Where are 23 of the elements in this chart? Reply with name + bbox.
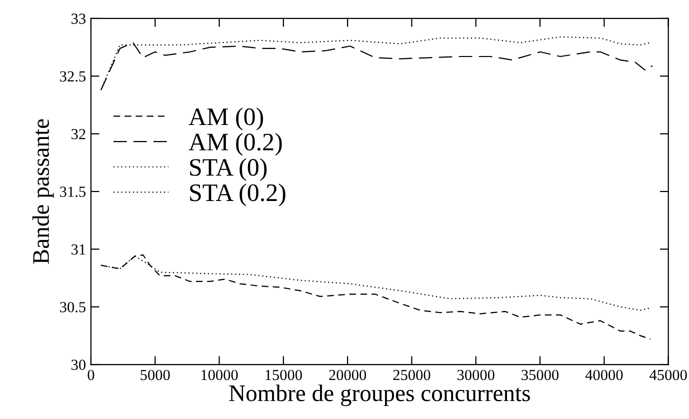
x-tick-label: 0	[88, 370, 94, 380]
legend-label: STA (0.2)	[190, 184, 286, 206]
x-tick-label: 35000	[522, 370, 559, 380]
y-tick-label: 30.5	[60, 302, 86, 312]
x-axis-title: Nombre de groupes concurrents	[229, 384, 530, 406]
legend-label: AM (0)	[188, 108, 264, 130]
y-tick-label: 32	[72, 128, 86, 140]
y-tick-label: 32.5	[60, 71, 86, 82]
y-tick-label: 31	[72, 244, 86, 255]
x-tick-label: 10000	[202, 370, 238, 380]
legend-label: AM (0.2)	[188, 132, 282, 156]
x-tick-label: 30000	[458, 370, 494, 380]
y-axis-title: Bande passante	[32, 119, 54, 264]
y-tick-label: 33	[72, 14, 86, 24]
x-tick-label: 5000	[140, 370, 170, 380]
x-tick-label: 45000	[650, 370, 687, 380]
y-tick-label: 30	[72, 360, 86, 370]
legend-label: STA (0)	[190, 158, 267, 181]
x-tick-label: 20000	[329, 370, 366, 380]
y-tick-label: 31.5	[60, 186, 86, 197]
x-tick-label: 25000	[393, 370, 430, 380]
x-tick-label: 15000	[266, 370, 302, 380]
x-tick-label: 40000	[585, 370, 623, 380]
